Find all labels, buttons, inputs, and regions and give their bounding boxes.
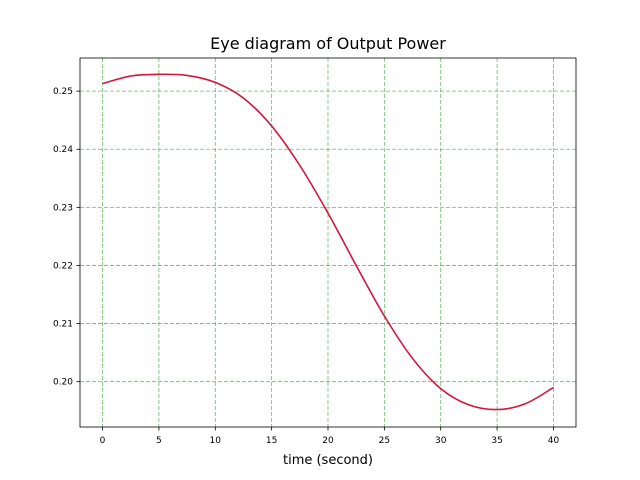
x-ticks: 0 5 10 15 20 25 30 35 40 (100, 427, 560, 446)
chart-title: Eye diagram of Output Power (210, 34, 446, 53)
y-tick-label: 0.20 (53, 378, 73, 388)
output-power-line (102, 73, 554, 411)
x-axis-label: time (second) (283, 453, 373, 468)
x-tick-label: 0 (100, 436, 106, 446)
y-tick-label: 0.25 (53, 87, 73, 97)
y-tick-label: 0.24 (53, 145, 73, 155)
x-tick-label: 20 (322, 436, 334, 446)
x-tick-label: 5 (156, 436, 162, 446)
y-ticks: 0.20 0.21 0.22 0.23 0.24 0.25 (53, 87, 80, 388)
x-tick-label: 10 (210, 436, 222, 446)
y-tick-label: 0.21 (53, 320, 73, 330)
y-tick-label: 0.23 (53, 203, 73, 213)
x-tick-label: 40 (548, 436, 560, 446)
x-tick-label: 30 (435, 436, 447, 446)
x-tick-label: 35 (491, 436, 502, 446)
grid-layer (80, 58, 576, 427)
y-tick-label: 0.22 (53, 261, 73, 271)
series-layer (102, 73, 554, 411)
x-tick-label: 15 (266, 436, 277, 446)
x-tick-label: 25 (379, 436, 390, 446)
